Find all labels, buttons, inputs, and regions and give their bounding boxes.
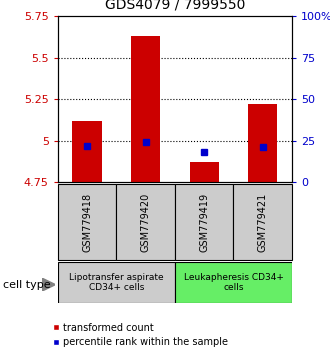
Bar bbox=[72, 121, 102, 182]
Text: GSM779420: GSM779420 bbox=[141, 193, 150, 252]
Bar bbox=[131, 36, 160, 182]
Bar bbox=[234, 184, 292, 260]
Bar bbox=[189, 162, 219, 182]
Bar bbox=[58, 184, 116, 260]
Bar bbox=[175, 262, 292, 303]
Text: GSM779421: GSM779421 bbox=[258, 193, 268, 252]
Polygon shape bbox=[42, 278, 55, 291]
Bar bbox=[175, 184, 234, 260]
Text: GSM779419: GSM779419 bbox=[199, 193, 209, 252]
Bar bbox=[248, 104, 278, 182]
Text: GSM779418: GSM779418 bbox=[82, 193, 92, 252]
Text: Lipotransfer aspirate
CD34+ cells: Lipotransfer aspirate CD34+ cells bbox=[69, 273, 164, 292]
Text: cell type: cell type bbox=[3, 280, 51, 290]
Bar bbox=[116, 184, 175, 260]
Title: GDS4079 / 7999550: GDS4079 / 7999550 bbox=[105, 0, 245, 12]
Text: Leukapheresis CD34+
cells: Leukapheresis CD34+ cells bbox=[183, 273, 283, 292]
Bar bbox=[58, 262, 175, 303]
Legend: transformed count, percentile rank within the sample: transformed count, percentile rank withi… bbox=[53, 322, 228, 347]
